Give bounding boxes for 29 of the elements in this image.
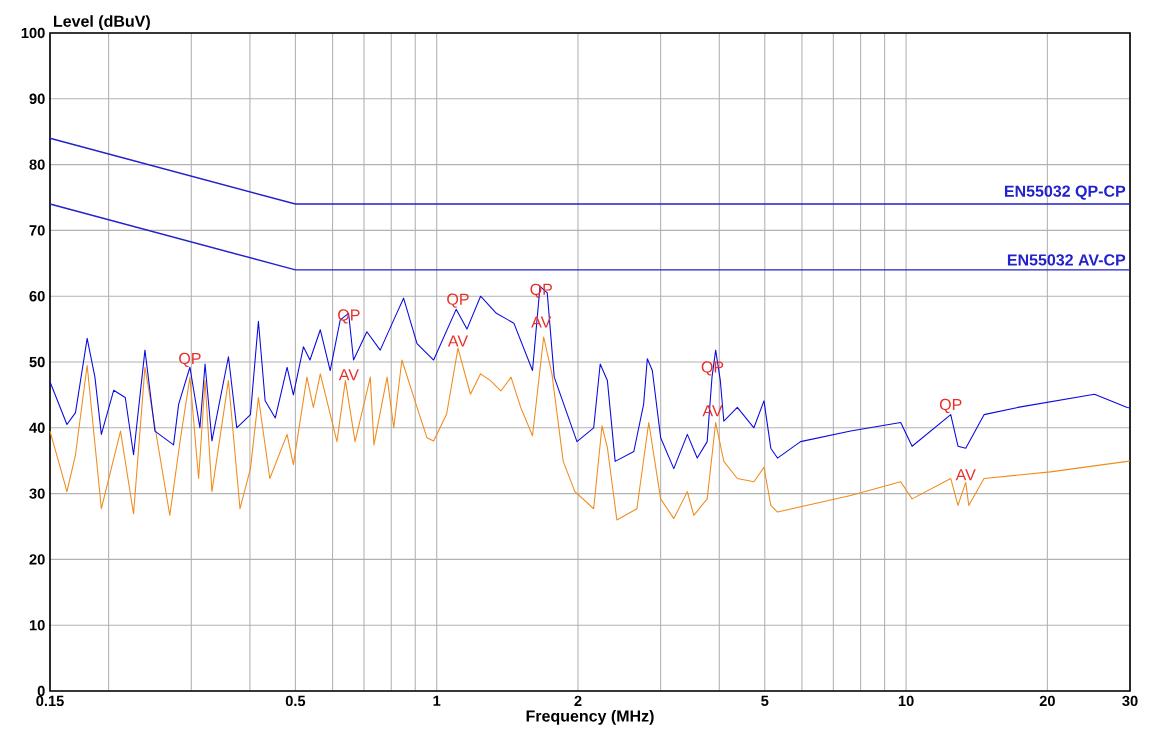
y-tick-label: 0 xyxy=(37,685,45,697)
annotation: QP xyxy=(447,293,469,308)
series-label: EN55032 QP-CP xyxy=(1004,185,1126,200)
y-tick-label: 70 xyxy=(29,225,45,236)
y-axis-title: Level (dBuV) xyxy=(54,15,150,31)
x-tick-label: 5 xyxy=(761,695,769,706)
x-tick-label: 30 xyxy=(1122,695,1138,707)
series-label: EN55032 AV-CP xyxy=(1007,254,1126,266)
y-tick-label: 40 xyxy=(29,422,45,433)
x-tick-label: 0.15 xyxy=(36,695,64,707)
y-tick-label: 50 xyxy=(29,356,45,368)
x-tick-label: 1 xyxy=(433,695,441,706)
y-tick-label: 10 xyxy=(29,620,45,631)
x-tick-label: 20 xyxy=(1039,695,1055,707)
x-tick-label: 10 xyxy=(898,695,914,707)
y-tick-label: 100 xyxy=(21,27,45,39)
annotation: AV xyxy=(955,469,976,481)
x-tick-label: 0.5 xyxy=(285,695,306,707)
y-tick-label: 30 xyxy=(29,488,45,499)
y-tick-label: 80 xyxy=(29,159,45,170)
annotation: QP xyxy=(179,352,201,367)
annotation: QP xyxy=(939,398,962,414)
annotation: AV xyxy=(338,369,359,381)
x-tick-label: 2 xyxy=(574,695,582,706)
x-axis-title: Frequency (MHz) xyxy=(526,709,654,725)
y-tick-label: 90 xyxy=(29,93,45,104)
annotation: AV xyxy=(447,335,468,347)
y-tick-label: 20 xyxy=(29,554,45,565)
y-tick-label: 60 xyxy=(29,291,45,302)
